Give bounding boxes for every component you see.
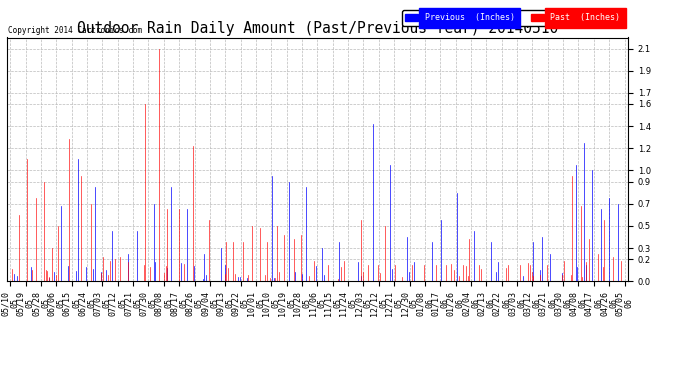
Title: Outdoor Rain Daily Amount (Past/Previous Year) 20140510: Outdoor Rain Daily Amount (Past/Previous…	[77, 21, 558, 36]
Text: Copyright 2014 Cartronics.com: Copyright 2014 Cartronics.com	[8, 26, 142, 35]
Legend: Previous  (Inches), Past  (Inches): Previous (Inches), Past (Inches)	[402, 10, 624, 26]
